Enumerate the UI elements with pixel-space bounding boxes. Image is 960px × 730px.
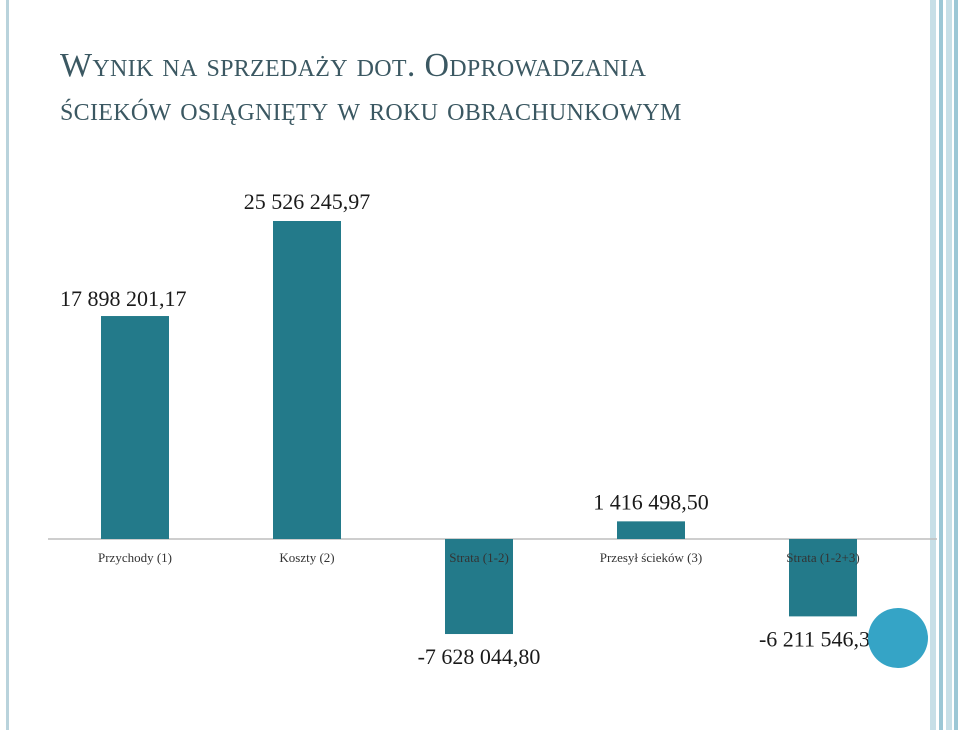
bar-3: [445, 539, 513, 635]
bar-1: [101, 316, 169, 539]
slide-title-line-2: ścieków osiągnięty w roku obrachunkowym: [60, 91, 682, 128]
data-label-4: 1 416 498,50: [593, 489, 709, 514]
left-border-line: [6, 0, 9, 730]
data-label-2: 25 526 245,97: [244, 189, 371, 214]
category-label-4: Przesył ścieków (3): [600, 550, 703, 565]
slide-title: Wynik na sprzedaży dot. Odprowadzania śc…: [60, 44, 890, 132]
data-label-3: -7 628 044,80: [418, 644, 541, 669]
bar-2: [273, 221, 341, 539]
category-label-5: Strata (1-2+3): [786, 550, 859, 565]
category-label-3: Strata (1-2): [449, 550, 509, 565]
slide-title-line-1: Wynik na sprzedaży dot. Odprowadzania: [60, 47, 647, 84]
bar-4: [617, 521, 685, 539]
category-label-1: Przychody (1): [98, 550, 172, 565]
category-label-2: Koszty (2): [279, 550, 334, 565]
data-label-1: 17 898 201,17: [60, 286, 187, 311]
accent-circle: [868, 608, 928, 668]
right-decorative-stripes: [930, 0, 960, 730]
data-label-5: -6 211 546,30: [759, 626, 881, 651]
bar-5: [789, 539, 857, 617]
